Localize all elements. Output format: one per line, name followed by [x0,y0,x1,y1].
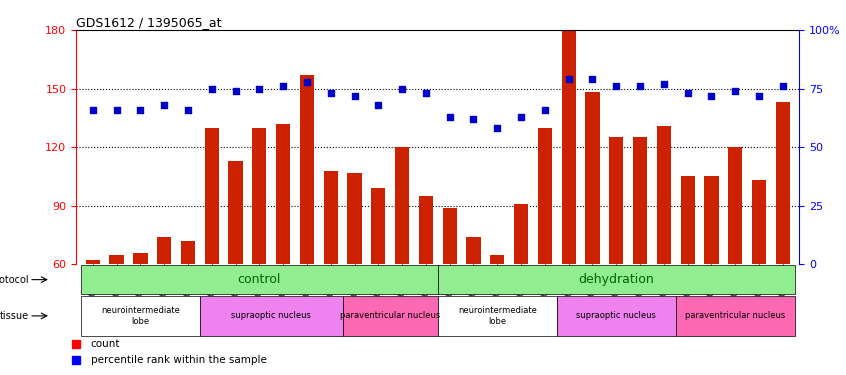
Point [609,83,623,89]
Bar [490,255,504,264]
Bar [181,241,195,264]
Text: neurointermediate
lobe: neurointermediate lobe [458,306,536,326]
Point [585,76,599,82]
Bar [228,161,243,264]
Text: paraventricular nucleus: paraventricular nucleus [685,311,785,320]
Bar [205,128,219,264]
Bar [252,128,266,264]
Bar [343,296,437,336]
Bar [419,196,433,264]
Bar [633,137,647,264]
Bar [276,124,290,264]
Point [538,106,552,112]
Bar [704,176,718,264]
Point [228,88,242,94]
Bar [395,147,409,264]
Point [681,90,695,96]
Bar [656,126,671,264]
Point [86,106,100,112]
Point [419,90,432,96]
Text: percentile rank within the sample: percentile rank within the sample [91,355,266,365]
Text: control: control [238,273,281,286]
Bar [157,237,171,264]
Bar [562,30,576,264]
Text: count: count [91,339,120,350]
Text: GDS1612 / 1395065_at: GDS1612 / 1395065_at [76,16,222,29]
Point [181,106,195,112]
Point [705,93,718,99]
Point [205,86,218,92]
Bar [133,253,147,264]
Point [157,102,171,108]
Bar [200,296,343,336]
Text: protocol: protocol [0,274,29,285]
Bar [538,128,552,264]
Text: neurointermediate
lobe: neurointermediate lobe [101,306,180,326]
Point [657,81,671,87]
Text: dehydration: dehydration [579,273,654,286]
Point [467,116,481,122]
Point [277,83,290,89]
Bar [85,260,100,264]
Point [728,88,742,94]
Point [395,86,409,92]
Bar [676,296,794,336]
Point [253,86,266,92]
Point [514,114,528,120]
Point [491,125,504,131]
Point [134,106,147,112]
Point [300,78,314,84]
Point [110,106,124,112]
Bar [609,137,624,264]
Bar [371,188,386,264]
Point [752,93,766,99]
Bar [81,296,200,336]
Point [562,76,575,82]
Bar [348,172,361,264]
Bar [299,75,314,264]
Point [443,114,457,120]
Point [776,83,789,89]
Bar [728,147,742,264]
Bar [437,265,794,294]
Point [324,90,338,96]
Bar [442,208,457,264]
Bar [109,255,124,264]
Text: supraoptic nucleus: supraoptic nucleus [231,311,311,320]
Bar [557,296,676,336]
Bar [437,296,557,336]
Bar [752,180,766,264]
Bar [514,204,528,264]
Text: tissue: tissue [0,311,29,321]
Text: paraventricular nucleus: paraventricular nucleus [340,311,440,320]
Bar [466,237,481,264]
Bar [680,176,695,264]
Point [348,93,361,99]
Point [634,83,647,89]
Bar [585,93,600,264]
Point [371,102,385,108]
Bar [323,171,338,264]
Bar [81,265,437,294]
Text: supraoptic nucleus: supraoptic nucleus [576,311,656,320]
Bar [776,102,790,264]
